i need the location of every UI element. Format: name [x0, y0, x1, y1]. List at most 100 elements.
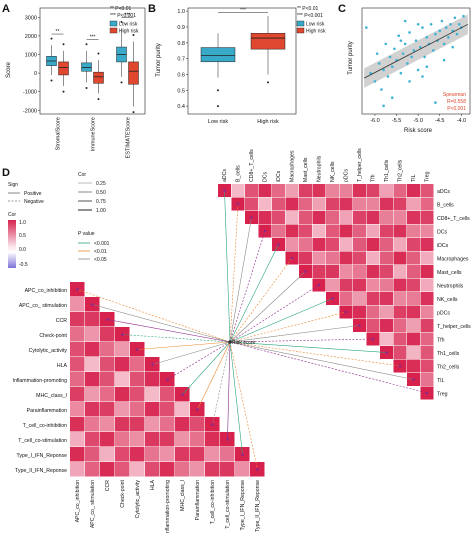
- panel-a-outlier: [120, 81, 123, 84]
- immune-cell-heatmap-cell: [312, 197, 326, 211]
- panel-c-point: [384, 42, 388, 46]
- risk-link-line: [137, 341, 231, 350]
- panel-b-legend-note-2: *** P<0.001: [297, 13, 323, 19]
- immune-function-heatmap-cell: [100, 372, 115, 387]
- immune-cell-heatmap-cell: [353, 224, 366, 238]
- immune-cell-heatmap-cell: [407, 265, 420, 278]
- panel-b-xtick-label: Low risk: [208, 119, 228, 125]
- immune-cell-heatmap-cell: [258, 211, 272, 224]
- immune-cell-heatmap-cell: [393, 305, 407, 319]
- risk-score-center-label: Risk score: [232, 340, 256, 346]
- risk-link-node: [106, 318, 109, 321]
- immune-cell-col-label: CD8+_T_cells: [249, 149, 255, 182]
- immune-cell-heatmap-cell: [326, 184, 339, 197]
- immune-function-heatmap-cell: [70, 372, 85, 387]
- panel-c-point: [403, 19, 407, 23]
- immune-function-col-label: APC_co_inhibition: [75, 480, 81, 523]
- panel-a-ytick-label: 1000: [25, 52, 37, 58]
- panel-c-point: [399, 39, 403, 42]
- immune-function-col-label: Cytolytic_activity: [135, 480, 141, 519]
- immune-cell-heatmap-cell: [420, 373, 434, 386]
- immune-function-heatmap-cell: [130, 417, 145, 432]
- panel-b-ytick-label: 0.8: [177, 41, 185, 47]
- immune-cell-heatmap-cell: [339, 238, 353, 251]
- immune-cell-col-label: Th1_cells: [384, 159, 390, 182]
- immune-cell-heatmap-cell: [366, 319, 380, 332]
- immune-function-heatmap-cell: [160, 462, 175, 477]
- immune-function-heatmap-cell: [205, 462, 220, 477]
- immune-cell-heatmap-cell: [339, 184, 353, 197]
- panel-a-legend-low-swatch: [109, 20, 118, 27]
- immune-function-heatmap-cell: [160, 402, 175, 417]
- immune-function-heatmap-cell: [100, 327, 115, 342]
- legend-colorbar-tick-4: -0.5: [19, 262, 28, 268]
- risk-link-line: [92, 304, 231, 343]
- immune-function-heatmap-cell: [175, 462, 190, 477]
- immune-function-col-label: T_cell_co-inhibition: [210, 480, 216, 525]
- immune-function-heatmap-cell: [160, 417, 175, 432]
- immune-cell-col-label: TIL: [411, 174, 417, 182]
- immune-cell-heatmap-cell: [366, 224, 380, 238]
- risk-link-node: [136, 348, 139, 351]
- risk-link-line: [224, 190, 231, 343]
- panel-d-letter: D: [2, 167, 10, 179]
- immune-function-heatmap-cell: [160, 447, 175, 462]
- legend-positive: Positive: [24, 191, 42, 197]
- immune-cell-heatmap-cell: [407, 346, 420, 359]
- immune-cell-heatmap-cell: [420, 292, 434, 305]
- immune-function-heatmap-cell: [85, 462, 100, 477]
- risk-link-node: [256, 468, 259, 471]
- immune-function-heatmap-cell: [85, 372, 100, 387]
- immune-function-heatmap-cell: [100, 402, 115, 417]
- panel-b-box: [200, 47, 236, 63]
- immune-cell-heatmap-cell: [339, 292, 353, 305]
- heatmap-immune-functions: APC_co_inhibition APC_co_inhibition APC_co…: [13, 282, 265, 535]
- immune-function-row-label: Type_II_IFN_Reponse: [15, 468, 67, 474]
- panel-c-point: [393, 47, 396, 51]
- panel-b-frame: [187, 7, 297, 115]
- panel-c-point: [451, 45, 455, 49]
- immune-cell-col-label: Mast_cells: [303, 157, 309, 182]
- immune-cell-heatmap-cell: [312, 224, 326, 238]
- panel-a-sig-label: ***: [90, 35, 96, 41]
- immune-cell-heatmap-cell: [380, 224, 393, 238]
- immune-cell-heatmap-cell: [353, 265, 366, 278]
- immune-function-heatmap-cell: [70, 357, 85, 372]
- immune-function-heatmap-cell: [130, 402, 145, 417]
- immune-function-heatmap-cell: [85, 312, 100, 327]
- immune-cell-heatmap-cell: [326, 211, 339, 224]
- immune-cell-heatmap-cell: [366, 211, 380, 224]
- immune-cell-heatmap-cell: [407, 224, 420, 238]
- panel-c-point: [416, 68, 420, 72]
- immune-cell-heatmap-cell: [326, 251, 339, 265]
- risk-link-line: [229, 341, 258, 470]
- immune-cell-heatmap-cell: [312, 265, 326, 278]
- immune-function-heatmap-cell: [70, 387, 85, 402]
- immune-cell-row-label: pDCs: [437, 310, 450, 316]
- panel-a-outlier: [50, 37, 53, 40]
- immune-cell-heatmap-cell: [339, 251, 353, 265]
- immune-cell-heatmap-cell: [285, 211, 299, 224]
- immune-function-heatmap-cell: [145, 372, 160, 387]
- immune-function-heatmap-cell: [70, 432, 85, 447]
- heatmap-immune-cells: aDCs aDCs B_cells B_cells CD8+_T_cells CD8+_T…: [218, 148, 471, 400]
- panel-b-outlier: [217, 105, 219, 108]
- immune-cell-heatmap-cell: [420, 278, 434, 292]
- risk-link-node: [236, 202, 240, 206]
- panel-a-ylabel: Score: [6, 62, 12, 78]
- panel-a-box: [128, 61, 139, 85]
- risk-link-node: [121, 333, 124, 336]
- risk-link-node: [223, 189, 226, 192]
- immune-cell-row-label: CD8+_T_cells: [437, 216, 470, 222]
- risk-link-node: [331, 297, 334, 300]
- panel-d-legend: Sign Positive Negative Cor 0.25 0.50 0.7…: [8, 172, 110, 268]
- immune-cell-heatmap-cell: [393, 332, 407, 346]
- immune-function-heatmap-cell: [85, 327, 100, 342]
- risk-link-line: [229, 271, 306, 343]
- immune-cell-heatmap-cell: [420, 319, 434, 332]
- immune-function-heatmap-cell: [160, 432, 175, 447]
- immune-cell-row-label: Macrophages: [437, 256, 469, 262]
- immune-cell-col-label: Neutrophils: [317, 155, 323, 182]
- panel-c-point: [442, 58, 446, 62]
- panel-a-sig-label: **: [56, 29, 60, 35]
